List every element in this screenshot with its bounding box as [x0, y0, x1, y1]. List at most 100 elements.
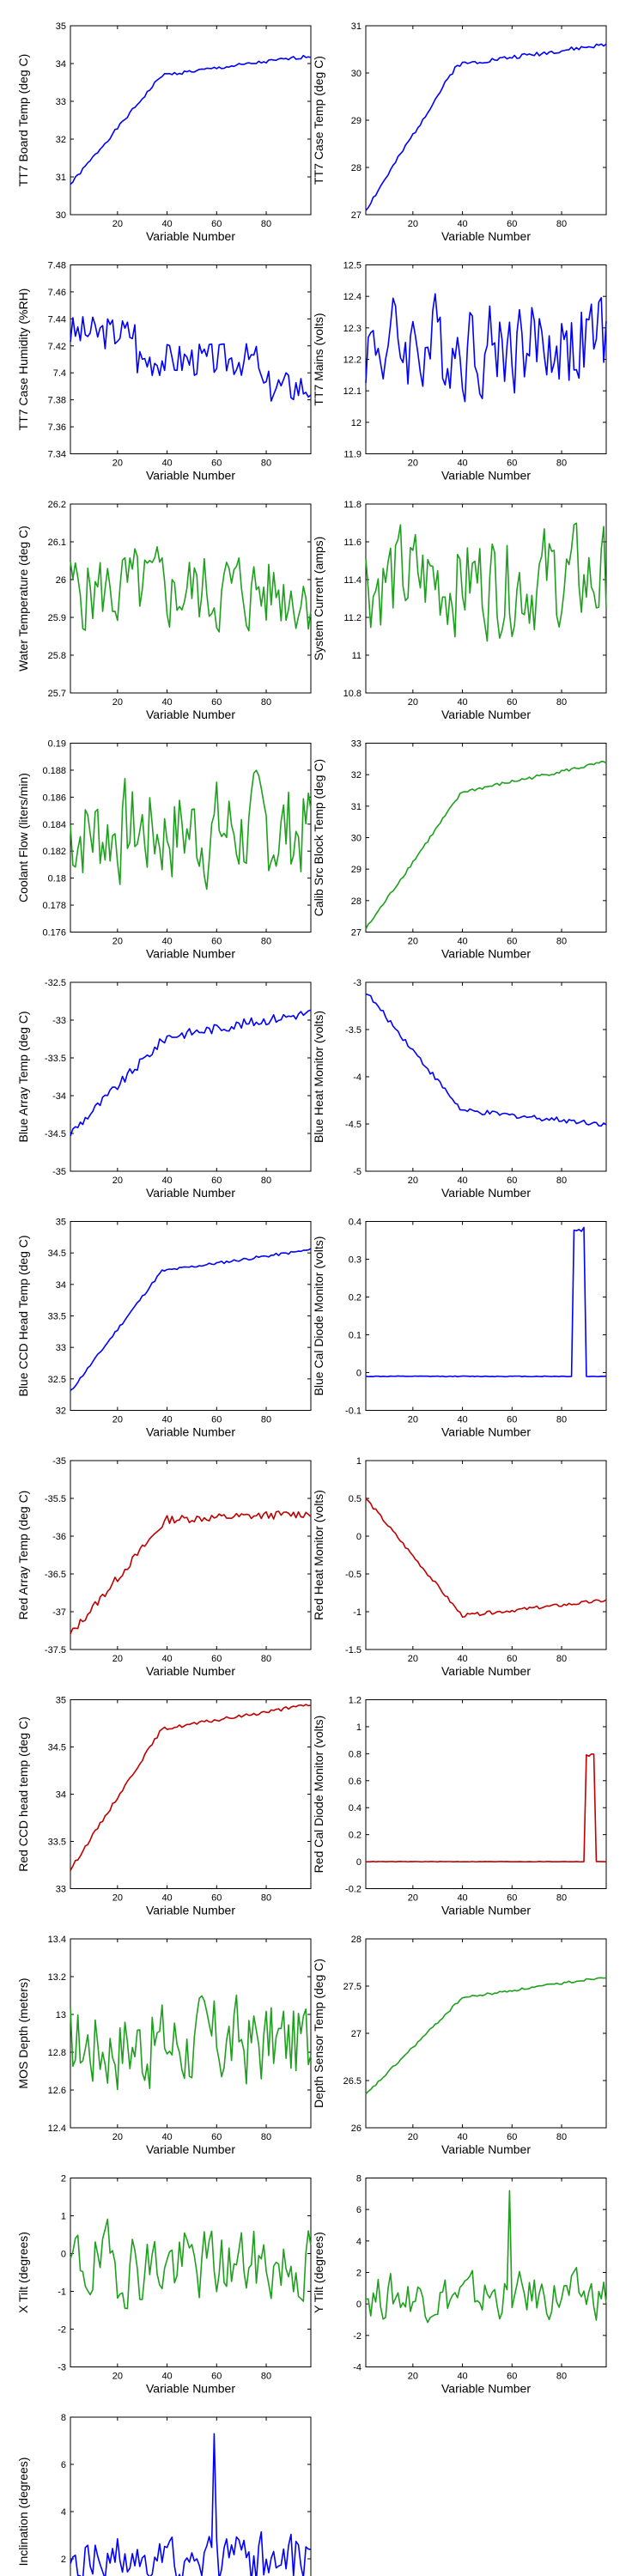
y-tick-label: 0.4	[349, 1218, 361, 1228]
x-axis-label: Variable Number	[146, 1425, 235, 1439]
x-tick-label: 40	[161, 1893, 172, 1904]
x-tick-label: 20	[112, 1415, 123, 1425]
y-tick-label: 30	[56, 210, 66, 221]
x-tick-label: 80	[261, 1654, 271, 1664]
x-tick-label: 60	[507, 1654, 517, 1664]
x-tick-label: 60	[211, 937, 222, 947]
x-tick-label: 40	[161, 2132, 172, 2142]
y-tick-label: -37	[52, 1607, 66, 1618]
y-tick-label: 33.5	[48, 1312, 66, 1322]
x-tick-label: 20	[408, 1415, 418, 1425]
y-tick-label: 0	[356, 1532, 361, 1542]
x-tick-label: 80	[556, 1415, 567, 1425]
y-tick-label: -5	[353, 1167, 361, 1177]
y-tick-label: 4	[356, 2237, 361, 2247]
y-tick-label: 27	[351, 210, 361, 221]
x-tick-label: 80	[261, 459, 271, 469]
plot-frame	[365, 1699, 607, 1889]
x-tick-label: 40	[161, 1176, 172, 1186]
x-tick-label: 60	[507, 697, 517, 708]
x-tick-label: 80	[556, 219, 567, 229]
x-tick-label: 80	[261, 937, 271, 947]
y-tick-label: 7.46	[48, 288, 66, 298]
y-tick-label: 12.8	[48, 2048, 66, 2058]
plot-frame	[70, 981, 312, 1172]
y-tick-label: 1	[61, 2212, 66, 2222]
y-tick-label: 0.2	[349, 1293, 361, 1303]
y-tick-label: 11.9	[343, 450, 361, 460]
x-tick-label: 80	[261, 697, 271, 708]
y-tick-label: 33.5	[48, 1838, 66, 1848]
plot-frame	[70, 1699, 312, 1889]
y-tick-label: 0.4	[349, 1803, 361, 1814]
plot-frame	[365, 743, 607, 933]
y-axis-label: Blue CCD Head Temp (deg C)	[16, 1235, 30, 1396]
y-tick-label: 27.5	[343, 1982, 361, 1992]
chart-panel: 2040608002468Variable NumberInclination …	[16, 2413, 312, 2576]
series-line	[365, 522, 607, 642]
x-tick-label: 60	[507, 219, 517, 229]
series-line	[70, 54, 312, 185]
y-tick-label: 0.188	[42, 766, 66, 776]
y-tick-label: 12.3	[343, 324, 361, 334]
chart-panel: 20 40 60 80 25.7 25.8 25.9 26 26.1 26.2 Variable N…	[16, 500, 312, 721]
plot-frame	[365, 1938, 607, 2129]
x-tick-label: 40	[161, 937, 172, 947]
y-tick-label: -36	[52, 1532, 66, 1542]
y-tick-label: 32	[351, 770, 361, 781]
y-tick-label: 1.2	[349, 1696, 361, 1706]
y-tick-label: 29	[351, 116, 361, 126]
y-tick-label: 13	[56, 2010, 66, 2020]
x-tick-label: 60	[211, 697, 222, 708]
x-tick-label: 60	[211, 459, 222, 469]
y-tick-label: 0.8	[349, 1749, 361, 1759]
series-line	[70, 546, 312, 633]
x-tick-label: 80	[556, 937, 567, 947]
x-tick-label: 60	[211, 1176, 222, 1186]
chart-panel: 20 40 60 80 -0.2 0 0.2 0.4 0.6 0.8 1 1.2 Variable Nu…	[312, 1696, 607, 1917]
series-line	[365, 2190, 607, 2324]
y-tick-label: -1	[353, 1607, 361, 1618]
y-tick-label: 10.8	[343, 689, 361, 699]
y-tick-label: 4	[61, 2507, 66, 2518]
y-axis-label: Red Cal Diode Monitor (volts)	[312, 1716, 325, 1874]
series-line	[365, 761, 607, 930]
y-axis-label: Depth Sensor Temp (deg C)	[312, 1959, 325, 2108]
y-tick-label: 34	[56, 59, 66, 70]
y-tick-label: 2	[61, 2555, 66, 2565]
chart-panel: 20 40 60 80 -35 -34.5 -34 -33.5 -33 -32.5 Variable…	[16, 978, 312, 1200]
y-tick-label: 8	[356, 2174, 361, 2184]
x-tick-label: 20	[112, 1893, 123, 1904]
y-tick-label: 0.18	[48, 874, 66, 884]
y-tick-label: -32.5	[45, 978, 66, 988]
x-tick-label: 80	[556, 2132, 567, 2142]
y-tick-label: 12.1	[343, 386, 361, 397]
x-tick-label: 20	[112, 219, 123, 229]
y-tick-label: 25.7	[48, 689, 66, 699]
y-tick-label: 0.3	[349, 1255, 361, 1266]
y-tick-label: 2	[61, 2174, 66, 2184]
y-tick-label: 7.42	[48, 342, 66, 352]
y-axis-label: Coolant Flow (liters/min)	[16, 773, 30, 902]
y-tick-label: -0.2	[345, 1885, 361, 1895]
x-axis-label: Variable Number	[441, 947, 531, 961]
series-line	[70, 1248, 312, 1391]
x-tick-label: 40	[161, 219, 172, 229]
y-tick-label: 28	[351, 163, 361, 173]
y-tick-label: 25.8	[48, 651, 66, 661]
x-tick-label: 40	[457, 459, 467, 469]
y-tick-label: 31	[351, 21, 361, 32]
x-tick-label: 20	[408, 219, 418, 229]
y-tick-label: 1	[356, 1722, 361, 1733]
x-tick-label: 20	[408, 1176, 418, 1186]
series-line	[70, 2433, 312, 2576]
plot-frame	[70, 1221, 312, 1411]
y-tick-label: 11	[352, 651, 361, 661]
x-tick-label: 60	[211, 2132, 222, 2142]
series-line	[365, 1977, 607, 2095]
chart-panel: 20 40 60 80 11.9 12 12.1 12.2 12.3 12.4 12.5 Variab…	[312, 261, 607, 483]
x-tick-label: 20	[112, 697, 123, 708]
y-axis-label: System Current (amps)	[312, 537, 325, 661]
y-tick-label: 34.5	[48, 1743, 66, 1753]
y-tick-label: 31	[56, 173, 66, 183]
